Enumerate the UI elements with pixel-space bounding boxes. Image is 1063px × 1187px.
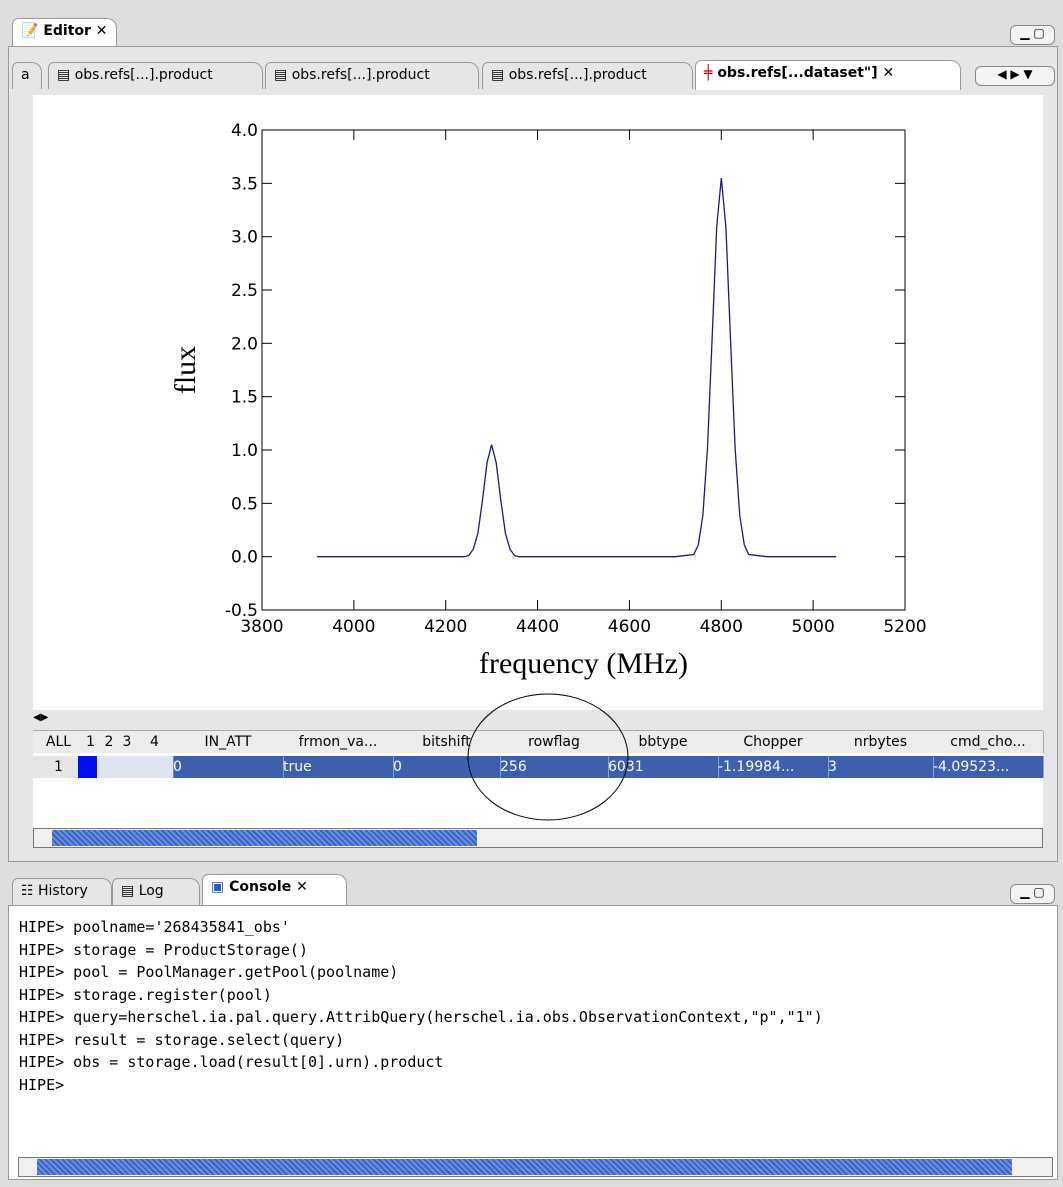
y-tick-label: 0.0 — [231, 548, 258, 568]
x-tick-label: 3800 — [240, 617, 283, 637]
cell: true — [280, 756, 394, 778]
tab-label: obs.refs[...].product — [508, 67, 647, 83]
y-axis-title: flux — [169, 346, 202, 394]
y-tick-label: 4.0 — [231, 121, 258, 141]
cell: 1 — [33, 756, 82, 778]
cell: 3 — [825, 756, 934, 778]
plot-frame — [261, 129, 906, 611]
x-tick-label: 4200 — [424, 617, 467, 637]
doc-tab[interactable]: ▤ obs.refs[...].product — [48, 62, 263, 89]
y-tick-label: 1.5 — [231, 388, 258, 408]
console-line: HIPE> storage = ProductStorage() — [19, 940, 308, 959]
circle-annotation — [467, 693, 629, 821]
column-header: bbtype — [605, 731, 719, 753]
scroll-thumb[interactable] — [52, 830, 477, 846]
spectrum-line — [317, 177, 837, 558]
console-tab[interactable]: ▣ Console ✕ — [202, 874, 347, 905]
console-line: HIPE> obs = storage.load(result[0].urn).… — [19, 1053, 444, 1071]
x-axis-title: frequency (MHz) — [479, 647, 688, 680]
editor-tab[interactable]: 📝 Editor ✕ — [12, 18, 117, 46]
y-tick-label: 2.0 — [231, 334, 258, 354]
y-tick-label: 1.0 — [231, 441, 258, 461]
column-header: 4 — [133, 731, 174, 753]
table: ALL 1 2 3 4 IN_ATT frmon_va... bitshift rowflag b… — [33, 730, 1044, 828]
tab-label: Log — [138, 883, 164, 899]
minimize[interactable]: ▁ ▢ — [1010, 884, 1055, 904]
tab-label: a — [21, 67, 30, 83]
h-scrollbar[interactable] — [18, 1157, 1053, 1177]
cell: 0 — [390, 756, 501, 778]
doc-tab[interactable]: ▤ obs.refs[...].product — [265, 62, 479, 89]
doc-tab[interactable]: a — [12, 62, 42, 89]
column-header: rowflag — [497, 731, 609, 753]
console-line: HIPE> result = storage.select(query) — [19, 1030, 345, 1049]
cell: -1.19984... — [715, 756, 829, 778]
console-line: HIPE> — [19, 1075, 65, 1094]
annotation — [467, 693, 629, 821]
console-line: HIPE> pool = PoolManager.getPool(poolnam… — [19, 963, 399, 981]
tab-label: History — [38, 883, 88, 899]
column-header: nrbytes — [825, 731, 934, 753]
cell: -4.09523... — [930, 756, 1044, 778]
h-scrollbar[interactable] — [33, 828, 1043, 848]
scroll-thumb[interactable] — [37, 1159, 1012, 1175]
console-line: HIPE> poolname='268435841_obs' — [19, 918, 290, 936]
console-line: HIPE> storage.register(pool) — [19, 985, 272, 1004]
editor-title: Editor — [43, 23, 91, 39]
tab-nav[interactable]: ◀ ▶ ▼ — [975, 66, 1055, 86]
minimize[interactable]: ▁ ▢ — [1010, 25, 1055, 45]
cell: 0 — [170, 756, 284, 778]
column-header: cmd_cho... — [930, 731, 1044, 753]
column-header: ALL — [33, 731, 82, 753]
plot: -0.5 0.0 0.5 1.0 1.5 2.0 2.5 3.0 3.5 4.0 3800 4000 4… — [33, 95, 1043, 710]
tab-label: obs.refs[...].product — [291, 67, 430, 83]
console[interactable]: HIPE> poolname='268435841_obs' HIPE> stor… — [8, 905, 1058, 1180]
tab-label: Console — [229, 879, 292, 895]
history-tab[interactable]: ☷ History — [12, 878, 112, 905]
cell: 256 — [497, 756, 609, 778]
tab-label: obs.refs[...dataset"] — [717, 65, 878, 81]
y-tick-label: 2.5 — [231, 281, 258, 301]
column-header: frmon_va... — [280, 731, 394, 753]
y-tick-label: 0.5 — [231, 494, 258, 514]
row-highlight — [33, 756, 1043, 778]
cell: 6031 — [605, 756, 719, 778]
column-header: IN_ATT — [170, 731, 284, 753]
splitter: ◀▶ — [33, 712, 1043, 730]
x-tick-label: 4600 — [608, 617, 651, 637]
x-tick-label: 4800 — [700, 617, 743, 637]
x-tick-label: 5000 — [792, 617, 835, 637]
column-header: bitshift — [390, 731, 501, 753]
x-tick-label: 4000 — [332, 617, 375, 637]
flag-cell — [133, 756, 174, 778]
y-tick-label: -0.5 — [225, 601, 258, 621]
y-tick-label: 3.5 — [231, 174, 258, 194]
x-tick-label: 4400 — [516, 617, 559, 637]
y-tick-label: 3.0 — [231, 228, 258, 248]
tab-label: obs.refs[...].product — [74, 67, 213, 83]
console-line: HIPE> query=herschel.ia.pal.query.Attrib… — [19, 1008, 823, 1026]
log-tab[interactable]: ▤ Log — [112, 878, 200, 905]
doc-tab[interactable]: ╪ obs.refs[...dataset"] ✕ — [695, 60, 961, 90]
doc-tab[interactable]: ▤ obs.refs[...].product — [482, 62, 693, 89]
column-header: Chopper — [715, 731, 829, 753]
x-tick-label: 5200 — [883, 617, 926, 637]
